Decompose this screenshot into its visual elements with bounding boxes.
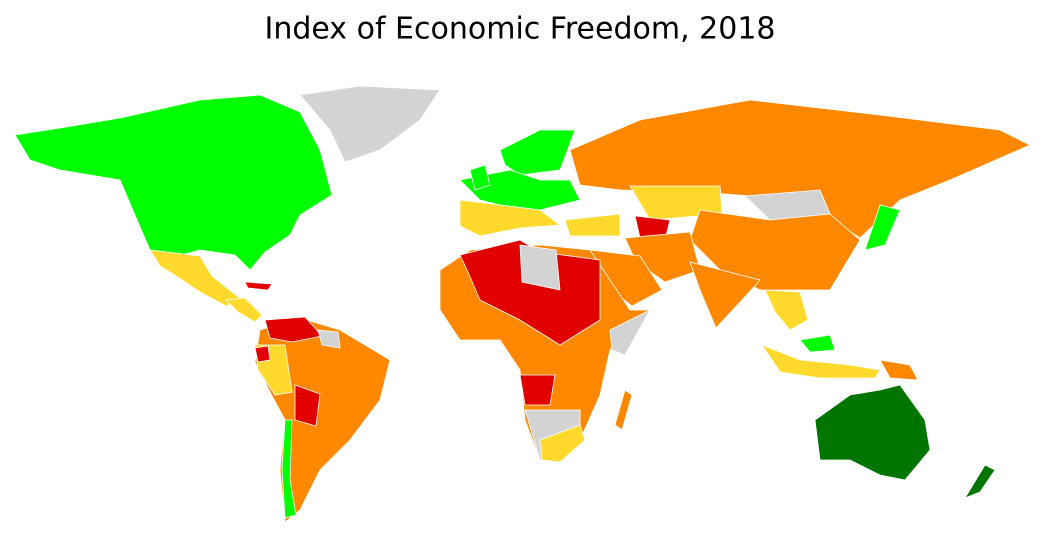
chile xyxy=(281,419,297,519)
malaysia xyxy=(799,334,836,353)
australia xyxy=(814,384,931,481)
japan xyxy=(864,204,901,251)
india xyxy=(689,261,761,329)
greenland xyxy=(299,85,441,163)
guyana xyxy=(317,329,341,349)
bolivia xyxy=(294,384,321,427)
indonesia xyxy=(760,344,881,379)
southern-europe xyxy=(459,199,562,237)
ecuador xyxy=(254,345,271,363)
new-zealand xyxy=(964,464,996,499)
cuba xyxy=(244,281,273,291)
southeast-asia xyxy=(764,289,809,331)
south-africa xyxy=(539,424,586,463)
colombia-venezuela xyxy=(264,316,323,343)
scandinavia xyxy=(499,129,576,176)
papua xyxy=(879,359,919,381)
map-title: Index of Economic Freedom, 2018 xyxy=(264,12,775,47)
countries xyxy=(14,85,1031,523)
horn-of-africa xyxy=(609,309,651,356)
turkey xyxy=(564,213,621,237)
canada-usa xyxy=(14,94,333,271)
uk-ireland xyxy=(469,164,491,191)
central-america xyxy=(225,297,263,323)
angola xyxy=(519,374,556,406)
madagascar xyxy=(614,389,633,431)
libya xyxy=(519,244,561,291)
china xyxy=(689,209,861,291)
mexico xyxy=(149,249,243,307)
central-europe xyxy=(459,169,581,211)
